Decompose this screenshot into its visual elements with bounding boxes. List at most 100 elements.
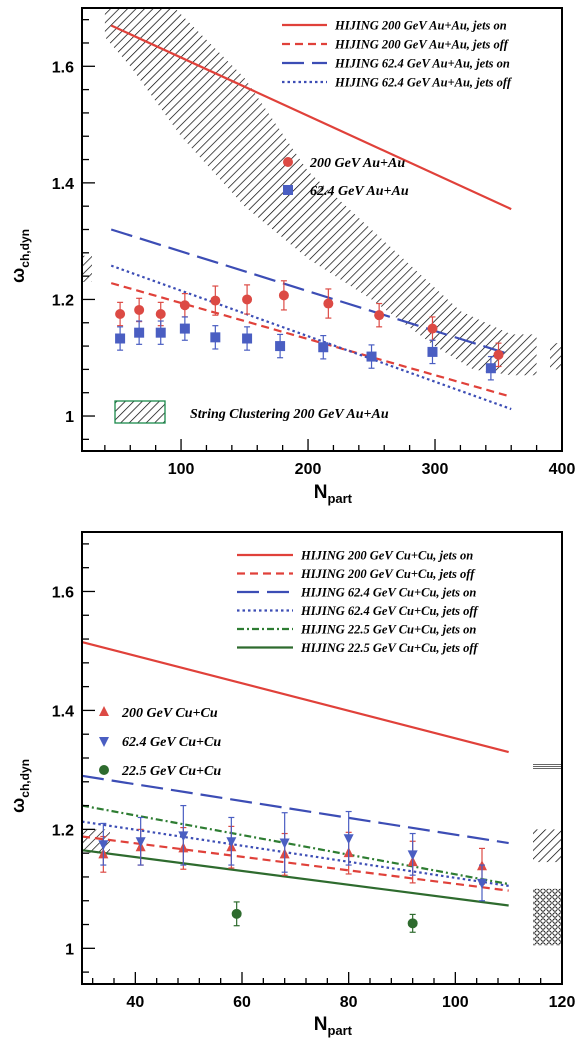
y-tick-label: 1.4 bbox=[52, 176, 74, 193]
point-marker bbox=[226, 837, 237, 848]
data-point bbox=[279, 812, 290, 873]
chart-au-au: 100 200 300 400 1 1.2 1.4 1.6 HIJING 200 GeV Au… bbox=[8, 7, 576, 506]
data-point bbox=[427, 339, 438, 365]
point-marker bbox=[134, 304, 145, 315]
legend-marker-label-1: 62.4 GeV Au+Au bbox=[310, 184, 409, 199]
point-marker bbox=[407, 918, 418, 929]
series-line-1 bbox=[110, 282, 512, 398]
point-marker bbox=[343, 834, 354, 845]
legend-marker-1 bbox=[283, 185, 293, 195]
x-axis-title: Npart bbox=[314, 482, 353, 506]
y-tick-label: 1 bbox=[65, 941, 74, 958]
x-tick-label: 60 bbox=[233, 994, 251, 1011]
chart-cu-cu: 40 60 80 100 120 1 1.2 1.4 1.6 HIJING 200 GeV Cu… bbox=[8, 531, 575, 1038]
legend-marker-0 bbox=[283, 157, 293, 167]
x-tick-label: 80 bbox=[340, 994, 358, 1011]
data-point bbox=[115, 301, 126, 327]
legend-marker-2 bbox=[99, 765, 109, 775]
point-marker bbox=[115, 333, 126, 344]
legend-label-0: HIJING 200 GeV Au+Au, jets on bbox=[334, 19, 507, 33]
x-tick-label: 100 bbox=[442, 994, 469, 1011]
point-marker bbox=[210, 295, 221, 306]
point-marker bbox=[231, 908, 242, 919]
data-point bbox=[178, 804, 189, 866]
point-marker bbox=[115, 309, 126, 320]
point-marker bbox=[427, 346, 438, 357]
data-point bbox=[115, 326, 126, 351]
point-marker bbox=[155, 327, 166, 338]
series-line-1 bbox=[81, 835, 509, 892]
data-point bbox=[242, 326, 253, 351]
point-marker bbox=[242, 294, 253, 305]
point-marker bbox=[135, 837, 146, 848]
point-marker bbox=[275, 341, 286, 352]
point-marker bbox=[279, 838, 290, 849]
data-point bbox=[179, 316, 190, 341]
legend-marker-label-1: 62.4 GeV Cu+Cu bbox=[122, 735, 221, 750]
x-tick-label: 100 bbox=[168, 461, 195, 478]
legend-label-2: HIJING 62.4 GeV Au+Au, jets on bbox=[334, 57, 510, 71]
x-tick-label: 300 bbox=[422, 461, 449, 478]
series-line-4 bbox=[81, 804, 509, 886]
y-tick-label: 1.2 bbox=[52, 292, 74, 309]
data-point bbox=[343, 810, 354, 866]
y-axis-title: ωch,dyn bbox=[8, 229, 32, 283]
data-point bbox=[374, 302, 385, 328]
legend-marker-label-0: 200 GeV Cu+Cu bbox=[121, 706, 218, 721]
y-axis-title: ωch,dyn bbox=[8, 759, 32, 813]
point-marker bbox=[210, 332, 221, 343]
data-point bbox=[226, 816, 237, 866]
series-line-0 bbox=[81, 640, 509, 754]
point-marker bbox=[374, 310, 385, 321]
legend-label-2: HIJING 62.4 GeV Cu+Cu, jets on bbox=[300, 586, 476, 600]
legend-label-3: HIJING 62.4 GeV Cu+Cu, jets off bbox=[300, 604, 479, 618]
data-point bbox=[231, 901, 242, 927]
side-marker-left-0 bbox=[82, 255, 92, 282]
point-marker bbox=[278, 290, 289, 301]
data-point bbox=[318, 334, 329, 360]
data-point bbox=[493, 342, 504, 368]
point-marker bbox=[407, 850, 418, 861]
data-point bbox=[485, 355, 496, 381]
legend-marker-label-2: 22.5 GeV Cu+Cu bbox=[121, 764, 221, 779]
side-marker-right-3 bbox=[533, 888, 562, 946]
point-marker bbox=[179, 300, 190, 311]
point-marker bbox=[323, 298, 334, 309]
point-marker bbox=[477, 878, 487, 889]
data-point bbox=[242, 284, 253, 315]
data-point bbox=[210, 325, 221, 350]
band-legend-label: String Clustering 200 GeV Au+Au bbox=[190, 407, 389, 422]
series-line-0 bbox=[110, 24, 512, 211]
data-point bbox=[407, 913, 418, 933]
side-marker-right-1 bbox=[550, 343, 562, 370]
point-marker bbox=[318, 342, 329, 353]
point-marker bbox=[178, 831, 189, 842]
x-tick-label: 400 bbox=[549, 461, 576, 478]
point-marker bbox=[493, 349, 504, 360]
legend-marker-0 bbox=[99, 706, 109, 716]
data-point bbox=[155, 320, 166, 345]
data-point bbox=[366, 344, 377, 369]
legend-label-3: HIJING 62.4 GeV Au+Au, jets off bbox=[334, 76, 513, 90]
series-line-5 bbox=[81, 849, 509, 907]
series-line-3 bbox=[110, 264, 512, 411]
point-marker bbox=[155, 309, 166, 320]
x-axis-title: Npart bbox=[314, 1014, 353, 1038]
data-point bbox=[210, 285, 221, 316]
y-tick-label: 1.4 bbox=[52, 703, 74, 720]
data-point bbox=[323, 288, 334, 319]
data-point bbox=[477, 864, 487, 902]
series-line-3 bbox=[81, 820, 509, 887]
x-tick-label: 40 bbox=[126, 994, 144, 1011]
legend-label-1: HIJING 200 GeV Cu+Cu, jets off bbox=[300, 567, 476, 581]
legend-label-1: HIJING 200 GeV Au+Au, jets off bbox=[334, 38, 510, 52]
point-marker bbox=[242, 333, 253, 344]
point-marker bbox=[485, 363, 496, 374]
data-point bbox=[135, 816, 146, 866]
band-legend-swatch bbox=[114, 400, 166, 424]
side-marker-right-2 bbox=[533, 829, 562, 863]
point-marker bbox=[427, 323, 438, 334]
point-marker bbox=[98, 840, 109, 851]
legend-marker-label-0: 200 GeV Au+Au bbox=[309, 156, 405, 171]
